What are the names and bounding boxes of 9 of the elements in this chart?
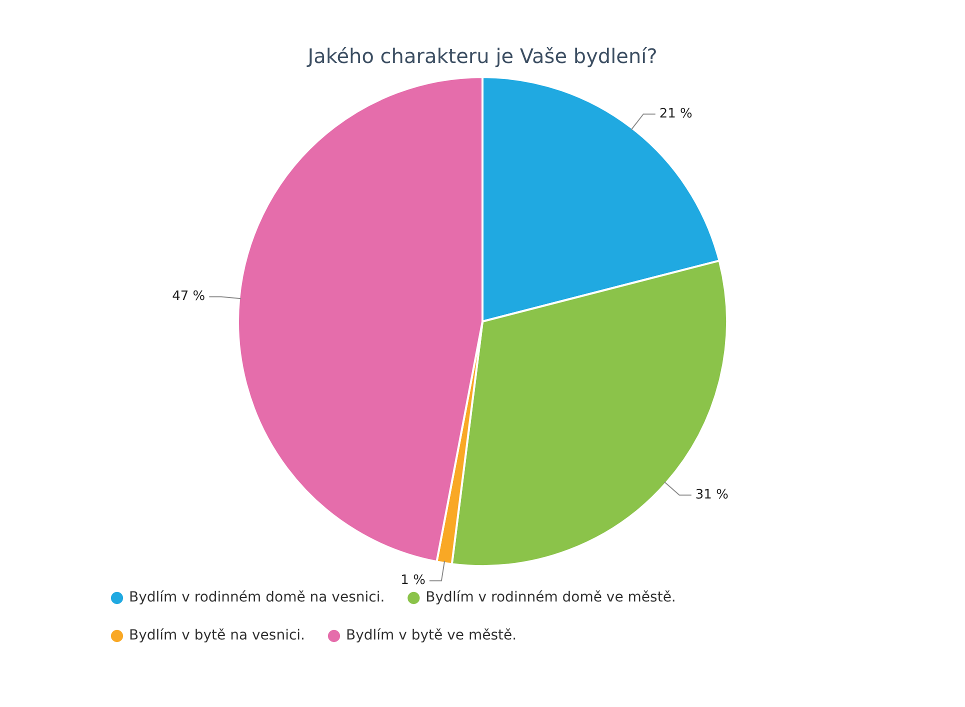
data-label: 47 % [172,289,206,304]
legend-label: Bydlím v rodinném domě ve městě. [426,590,676,606]
legend-label: Bydlím v rodinném domě na vesnici. [129,590,385,606]
data-label: 21 % [659,106,692,122]
chart-title: Jakého charakteru je Vaše bydlení? [306,44,658,68]
data-label: 31 % [695,487,728,502]
data-label: 1 % [400,573,426,588]
legend-label: Bydlím v bytě na vesnici. [129,628,305,644]
legend-label: Bydlím v bytě ve městě. [346,628,517,644]
